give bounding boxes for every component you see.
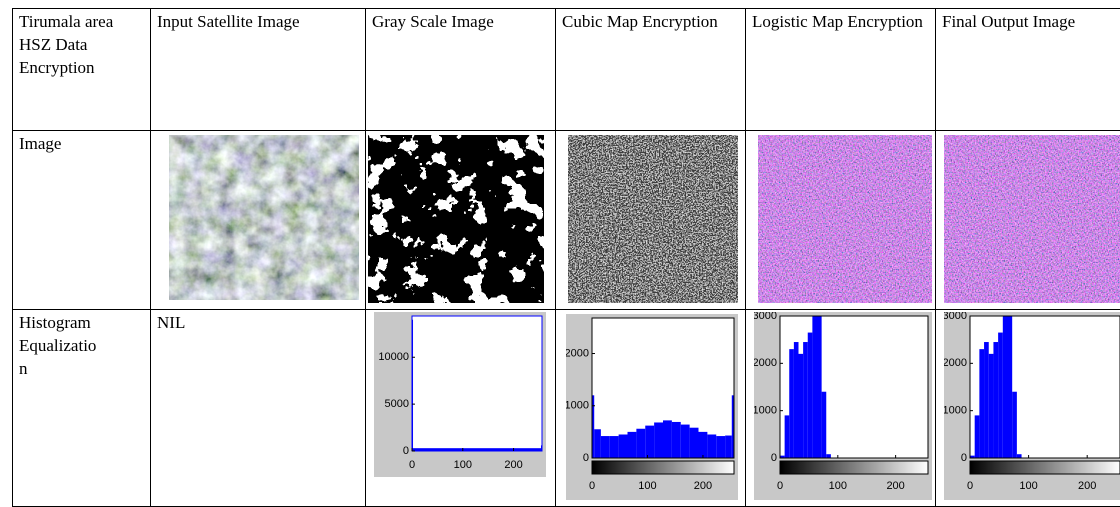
image-cell [366, 131, 556, 310]
bar [645, 426, 654, 458]
header-cell: Final Output Image [936, 9, 1120, 131]
histogram: 0 1000 2000 0 100 200 [566, 314, 738, 500]
y-tick-label: 2000 [754, 357, 777, 369]
bar [989, 354, 994, 458]
image-cell [151, 131, 366, 310]
colorbar [970, 461, 1120, 474]
nil-cell: NIL [151, 310, 366, 507]
bar [601, 436, 610, 458]
x-tick-label: 100 [638, 480, 656, 492]
gray-image [368, 135, 544, 303]
bar [1017, 454, 1022, 458]
bar [1008, 316, 1013, 458]
y-tick-label: 0 [403, 445, 409, 457]
x-tick-label: 0 [777, 480, 783, 492]
y-tick-label: 10000 [378, 351, 409, 363]
header-row: Tirumala area HSZ Data Encryption Input … [13, 9, 1120, 131]
histogram: 0 1000 2000 3000 0 100 200 [754, 312, 932, 500]
bar [707, 434, 716, 458]
bar [594, 429, 601, 458]
image-cell [936, 131, 1120, 310]
bar [699, 432, 708, 458]
bar [681, 425, 690, 458]
bar [619, 434, 628, 458]
cubic-image [568, 135, 738, 303]
hist-cell: 0 1000 2000 3000 0 100 200 [936, 310, 1120, 507]
bar [803, 342, 808, 458]
bar [690, 428, 699, 458]
bar [654, 422, 663, 458]
x-tick-label: 100 [1019, 480, 1037, 492]
header-cell: Cubic Map Encryption [556, 9, 746, 131]
bar [1012, 392, 1017, 458]
bar [975, 415, 980, 458]
bar [799, 354, 804, 458]
x-tick-label: 100 [454, 459, 472, 471]
hist-cell: 0 1000 2000 0 100 200 [556, 310, 746, 507]
colorbar [780, 461, 928, 474]
bar [817, 316, 822, 458]
x-tick-label: 200 [694, 480, 712, 492]
image-cell [746, 131, 936, 310]
header-cell: Logistic Map Encryption [746, 9, 936, 131]
bar [789, 349, 794, 458]
x-tick-label: 0 [967, 480, 973, 492]
bar [993, 342, 998, 458]
bar [998, 333, 1003, 458]
y-tick-label: 1000 [754, 405, 777, 417]
header-cell: Gray Scale Image [366, 9, 556, 131]
logistic-image [758, 135, 932, 303]
y-tick-label: 0 [771, 452, 777, 464]
x-tick-label: 0 [409, 459, 415, 471]
row-label: Image [13, 131, 151, 310]
final-image [944, 135, 1120, 303]
y-tick-label: 1000 [566, 400, 589, 412]
y-tick-label: 0 [583, 452, 589, 464]
y-tick-label: 2000 [944, 357, 967, 369]
bar [663, 420, 672, 458]
hist-cell: 0 5000 10000 0 100 200 [366, 310, 556, 507]
hist-cell: 0 1000 2000 3000 0 100 200 [746, 310, 936, 507]
bar [822, 392, 827, 458]
bar [716, 436, 725, 458]
y-tick-label: 3000 [944, 312, 967, 322]
colorbar [592, 461, 734, 474]
x-tick-label: 0 [589, 480, 595, 492]
image-row: Image [13, 131, 1120, 310]
row-label-text: Histogram Equalization [19, 311, 101, 380]
y-tick-label: 5000 [385, 398, 409, 410]
bar [628, 432, 637, 458]
row-label: Histogram Equalization [13, 310, 151, 507]
bar [979, 349, 984, 458]
x-tick-label: 100 [829, 480, 847, 492]
histogram: 0 5000 10000 0 100 200 [374, 312, 546, 477]
header-cell: Input Satellite Image [151, 9, 366, 131]
x-tick-label: 200 [886, 480, 904, 492]
bar [672, 422, 681, 458]
bar [826, 454, 831, 458]
results-table: Tirumala area HSZ Data Encryption Input … [12, 8, 1120, 507]
plot-area [412, 316, 542, 451]
bar [812, 316, 817, 458]
x-tick-label: 200 [504, 459, 522, 471]
y-tick-label: 3000 [754, 312, 777, 322]
bar [1003, 316, 1008, 458]
bar [794, 342, 799, 458]
image-cell [556, 131, 746, 310]
satellite-image [169, 135, 359, 300]
x-tick-label: 200 [1078, 480, 1096, 492]
y-tick-label: 1000 [944, 405, 967, 417]
y-tick-label: 0 [961, 452, 967, 464]
bar [636, 429, 645, 458]
bar [808, 333, 813, 458]
bar [725, 436, 732, 458]
bar [984, 342, 989, 458]
bar [785, 415, 790, 458]
histogram: 0 1000 2000 3000 0 100 200 [944, 312, 1120, 500]
bar [610, 436, 619, 458]
header-cell: Tirumala area HSZ Data Encryption [13, 9, 151, 131]
y-tick-label: 2000 [566, 347, 589, 359]
